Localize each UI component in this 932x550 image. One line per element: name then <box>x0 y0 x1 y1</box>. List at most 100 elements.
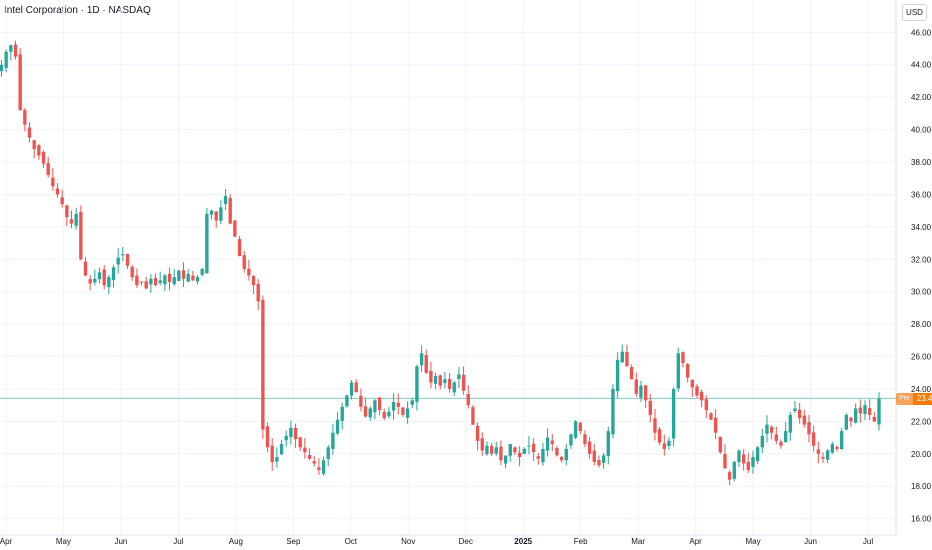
candle-body <box>368 408 372 418</box>
candle-body <box>718 436 722 453</box>
candle-body <box>531 443 536 453</box>
candle-body <box>830 444 835 453</box>
candle-body <box>251 276 256 286</box>
y-tick-label: 26.00 <box>911 353 932 362</box>
y-tick-label: 46.00 <box>911 28 932 37</box>
currency-button[interactable]: USD <box>902 4 927 21</box>
candle-body <box>643 385 648 401</box>
candle-body <box>382 411 386 419</box>
candle-body <box>261 299 265 430</box>
candle-body <box>83 261 88 276</box>
y-tick-label: 40.00 <box>911 126 932 135</box>
candle-body <box>475 425 480 441</box>
candle-body <box>835 446 839 449</box>
candle-body <box>289 427 293 437</box>
candle-body <box>293 427 298 440</box>
candle-body <box>27 127 32 138</box>
candle-body <box>545 437 550 451</box>
candle-body <box>690 379 694 388</box>
candle-body <box>195 277 200 282</box>
candle-body <box>298 437 302 448</box>
candle-body <box>37 145 41 156</box>
candle-body <box>671 388 676 439</box>
candle-body <box>415 366 419 402</box>
x-tick-label: Dec <box>459 537 473 546</box>
candle-body <box>811 432 816 446</box>
x-tick-label: Aug <box>229 537 243 546</box>
candle-body <box>517 452 522 458</box>
candle-body <box>312 461 316 464</box>
candle-body <box>181 270 186 279</box>
candle-body <box>844 414 849 430</box>
candle-body <box>779 441 783 446</box>
y-tick-label: 28.00 <box>911 320 932 329</box>
candle-body <box>629 367 634 380</box>
candle-body <box>191 275 195 281</box>
x-tick-label: Apr <box>0 537 13 546</box>
candle-body <box>345 395 349 407</box>
candle-body <box>237 239 242 257</box>
y-tick-label: 42.00 <box>911 93 932 102</box>
chart-title: Intel Corporation · 1D · NASDAQ <box>4 5 151 16</box>
candle-body <box>335 419 340 434</box>
candle-body <box>704 399 708 411</box>
candle-body <box>746 461 750 471</box>
candle-body <box>429 371 433 383</box>
y-tick-label: 38.00 <box>911 158 932 167</box>
candle-body <box>751 457 755 467</box>
candle-body <box>503 455 508 464</box>
y-tick-label: 20.00 <box>911 450 932 459</box>
y-tick-label: 18.00 <box>911 482 932 491</box>
candle-body <box>793 408 797 411</box>
candle-body <box>727 472 732 480</box>
candle-body <box>51 177 55 187</box>
candle-body <box>699 391 704 401</box>
candle-body <box>755 447 760 461</box>
candle-body <box>597 459 601 466</box>
candle-body <box>69 219 74 224</box>
candle-body <box>867 408 872 415</box>
candle-body <box>102 269 106 286</box>
x-tick-label: 2025 <box>514 537 532 546</box>
candle-body <box>695 386 699 396</box>
x-tick-label: Nov <box>401 537 415 546</box>
y-tick-label: 16.00 <box>911 515 932 524</box>
candle-body <box>802 415 806 425</box>
candle-body <box>573 421 578 438</box>
candle-body <box>508 444 512 456</box>
candle-body <box>741 454 746 464</box>
candle-body <box>275 457 279 462</box>
candle-body <box>387 411 391 417</box>
candle-body <box>858 407 863 414</box>
x-tick-label: Sep <box>286 537 301 546</box>
x-axis: Apr May Jun Jul Aug Sep Oct Nov Dec 2025 Feb Mar Apr… <box>0 537 873 546</box>
candle-body <box>186 273 190 282</box>
candle-body <box>825 450 830 460</box>
candle-body <box>471 407 475 425</box>
candle-body <box>676 353 680 389</box>
candle-body <box>307 454 312 459</box>
candle-body <box>606 431 610 456</box>
candle-body <box>41 151 46 164</box>
x-tick-label: May <box>746 537 761 546</box>
candle-body <box>466 393 470 406</box>
candles <box>0 40 881 486</box>
candle-body <box>205 213 209 274</box>
candle-body <box>639 385 643 398</box>
y-tick-label: 30.00 <box>911 288 932 297</box>
candle-body <box>592 450 596 462</box>
candle-body <box>788 414 792 433</box>
candle-body <box>233 220 237 237</box>
candle-body <box>317 467 321 471</box>
candle-body <box>60 197 64 205</box>
candle-body <box>541 448 545 463</box>
candle-body <box>256 283 260 302</box>
candle-body <box>396 402 400 407</box>
candle-body <box>65 205 69 218</box>
candle-body <box>569 434 573 446</box>
candle-body <box>583 434 587 445</box>
candle-body <box>433 375 438 384</box>
candle-body <box>657 429 662 443</box>
candle-body <box>349 382 354 396</box>
